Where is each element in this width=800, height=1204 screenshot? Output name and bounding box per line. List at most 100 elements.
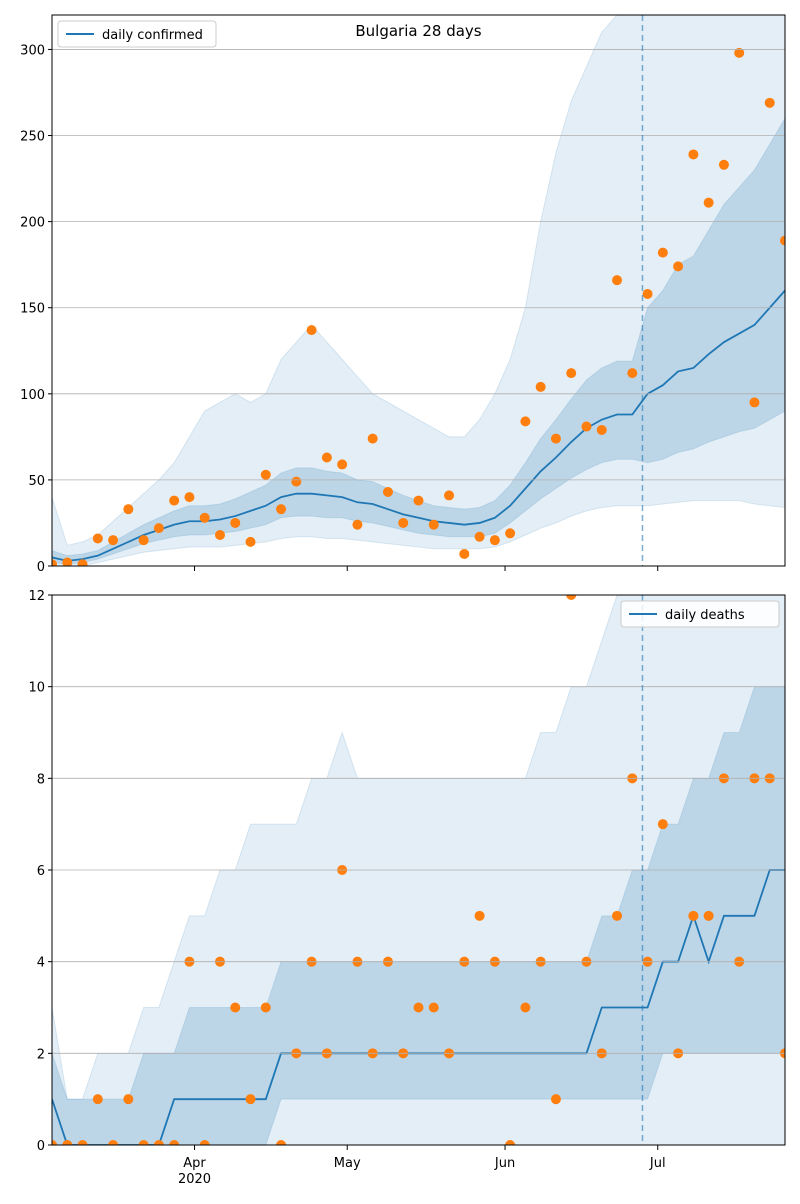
y-tick-label: 4 <box>37 956 45 971</box>
observed-point <box>77 559 88 566</box>
observed-point <box>703 910 714 921</box>
observed-point <box>306 325 317 336</box>
observed-point <box>92 1094 103 1105</box>
observed-point <box>321 452 332 463</box>
observed-point <box>657 819 668 830</box>
y-tick-label: 50 <box>28 474 45 489</box>
observed-point <box>489 535 500 546</box>
y-tick-label: 0 <box>37 560 45 575</box>
observed-point <box>520 416 531 427</box>
observed-point <box>214 530 225 541</box>
observed-point <box>474 910 485 921</box>
observed-point <box>77 1140 88 1145</box>
y-tick-label: 250 <box>20 130 45 145</box>
observed-point <box>474 531 485 542</box>
plot-area <box>52 15 785 566</box>
observed-point <box>688 149 699 160</box>
observed-point <box>169 1140 180 1145</box>
observed-point <box>291 476 302 487</box>
observed-point <box>382 486 393 497</box>
confidence-band <box>52 117 785 565</box>
observed-point <box>398 517 409 528</box>
observed-point <box>612 910 623 921</box>
y-tick-label: 8 <box>37 772 45 787</box>
observed-point <box>123 1094 134 1105</box>
observed-point <box>734 47 745 58</box>
observed-point <box>184 492 195 503</box>
chart-title: Bulgaria 28 days <box>355 22 481 40</box>
observed-point <box>199 512 210 523</box>
y-tick-label: 6 <box>37 864 45 879</box>
plot-area <box>52 595 785 1145</box>
x-tick-label: Jun <box>494 1156 515 1171</box>
observed-point <box>566 595 577 600</box>
axes-frame <box>51 594 786 1146</box>
observed-point <box>260 1002 271 1013</box>
observed-point <box>245 1094 256 1105</box>
observed-point <box>550 433 561 444</box>
observed-point <box>413 1002 424 1013</box>
observed-point <box>230 517 241 528</box>
observed-point <box>459 548 470 559</box>
observed-point <box>550 1094 561 1105</box>
y-tick-label: 100 <box>20 388 45 403</box>
legend-label: daily deaths <box>665 608 745 623</box>
observed-point <box>673 261 684 272</box>
y-tick-label: 0 <box>37 1139 45 1154</box>
observed-point <box>535 381 546 392</box>
observed-point <box>245 536 256 547</box>
observed-point <box>581 421 592 432</box>
observed-point <box>352 519 363 530</box>
observed-point <box>566 368 577 379</box>
observed-point <box>62 557 73 566</box>
observed-point <box>505 1140 516 1145</box>
observed-point <box>444 490 455 501</box>
observed-point <box>428 519 439 530</box>
observed-point <box>749 397 760 408</box>
series-line <box>52 289 785 562</box>
observed-point <box>199 1140 210 1145</box>
observed-point <box>138 1140 149 1145</box>
observed-point <box>260 469 271 480</box>
observed-point <box>52 1140 57 1145</box>
observed-point <box>169 495 180 506</box>
observed-point <box>520 1002 531 1013</box>
observed-point <box>596 424 607 435</box>
legend-box <box>620 600 780 628</box>
observed-point <box>367 433 378 444</box>
x-tick-label: Jul <box>649 1156 666 1171</box>
x-tick-label: Apr <box>183 1156 206 1171</box>
y-tick-label: 10 <box>28 681 45 696</box>
observed-point <box>627 368 638 379</box>
observed-point <box>62 1140 73 1145</box>
observed-point <box>413 495 424 506</box>
observed-point <box>92 533 103 544</box>
legend-box <box>57 20 217 48</box>
observed-point <box>153 1140 164 1145</box>
observed-point <box>764 97 775 108</box>
x-tick-label: May <box>334 1156 361 1171</box>
observed-point <box>276 1140 287 1145</box>
y-tick-label: 12 <box>28 589 45 604</box>
observed-point <box>153 523 164 534</box>
observed-point <box>276 504 287 515</box>
observed-point <box>612 275 623 286</box>
observed-point <box>428 1002 439 1013</box>
observed-point <box>123 504 134 515</box>
axes-frame <box>51 14 786 567</box>
y-tick-label: 150 <box>20 302 45 317</box>
observed-point <box>642 288 653 299</box>
y-tick-label: 200 <box>20 216 45 231</box>
observed-point <box>657 247 668 258</box>
observed-point <box>108 1140 119 1145</box>
y-tick-label: 300 <box>20 43 45 58</box>
observed-point <box>688 910 699 921</box>
observed-point <box>703 197 714 208</box>
observed-point <box>230 1002 241 1013</box>
observed-point <box>718 159 729 170</box>
observed-point <box>337 459 348 470</box>
observed-point <box>108 535 119 546</box>
y-tick-label: 2 <box>37 1047 45 1062</box>
legend-label: daily confirmed <box>102 28 203 43</box>
